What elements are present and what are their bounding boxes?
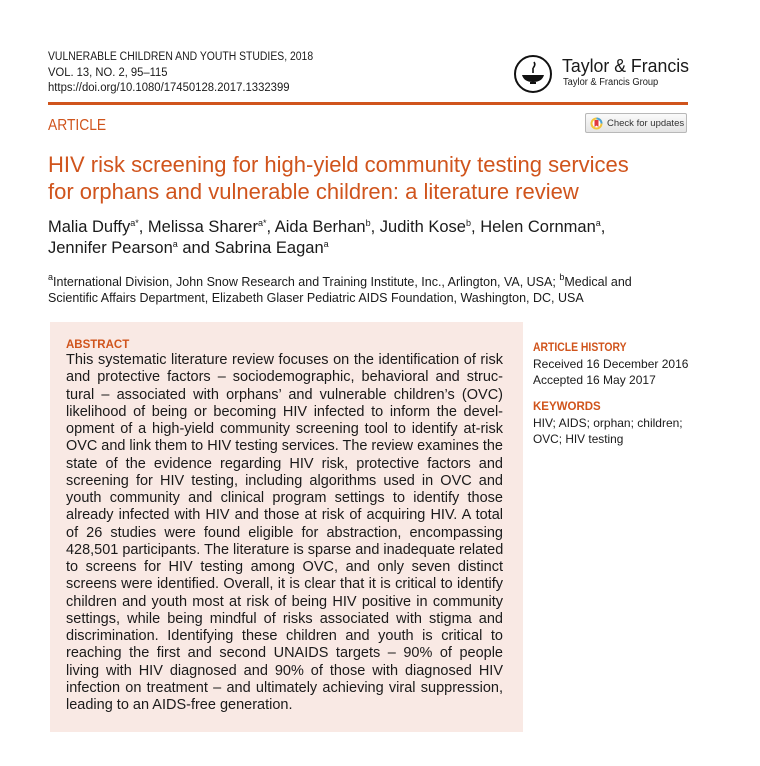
authors-line-1: Malia Duffya*, Melissa Sharera*, Aida Be… (48, 218, 606, 236)
abstract-line: already infected with HIV and those at r… (66, 507, 503, 524)
abstract-line: This systematic literature review focuse… (66, 352, 503, 368)
abstract-line: settings, while being mindful of risks a… (66, 610, 503, 627)
author-affiliation-mark: a* (130, 218, 139, 228)
abstract-line: screens were identified. Overall, it is … (66, 576, 503, 593)
accepted-date: Accepted 16 May 2017 (533, 373, 656, 387)
author-name: Judith Kose (379, 218, 466, 236)
abstract-line: leading to an AIDS-free generation. (66, 697, 293, 713)
author-name: Jennifer Pearson (48, 239, 173, 257)
author-name: Malia Duffy (48, 218, 131, 236)
keywords-heading: KEYWORDS (533, 401, 601, 413)
abstract-line: youth community and clinical program set… (66, 490, 503, 506)
check-for-updates-button[interactable]: Check for updates (585, 113, 687, 133)
author-affiliation-mark: a* (257, 218, 267, 228)
abstract-line: 428,501 participants. The literature is … (66, 541, 504, 558)
article-title-line: for orphans and vulnerable children: a l… (48, 179, 579, 204)
received-date: Received 16 December 2016 (533, 357, 689, 371)
author-affiliation-mark: a (595, 218, 601, 228)
authors-line-2: Jennifer Pearsona and Sabrina Eagana (48, 239, 329, 257)
keywords-line: HIV; AIDS; orphan; children; (533, 416, 683, 430)
article-title-line: HIV risk screening for high-yield commun… (48, 152, 629, 177)
journal-volume: VOL. 13, NO. 2, 95–115 (48, 67, 168, 79)
abstract-line: and protective factors – sociodemographi… (66, 369, 503, 386)
abstract-line: likelihood of being or becoming HIV infe… (66, 403, 503, 420)
abstract-line: discrimination. Identifying these childr… (66, 628, 503, 644)
abstract-line: reaching the first and second UNAIDS tar… (66, 645, 503, 662)
author-name: Sabrina Eagan (214, 239, 324, 257)
abstract-box (50, 322, 523, 732)
doi-link[interactable]: https://doi.org/10.1080/17450128.2017.13… (48, 82, 290, 94)
author-affiliation-mark: a (323, 239, 329, 249)
abstract-line: state of the evidence regarding HIV risk… (66, 455, 503, 472)
article-history-heading: ARTICLE HISTORY (533, 342, 627, 354)
header-rule (48, 102, 688, 105)
check-updates-icon (590, 117, 603, 129)
publisher-group: Taylor & Francis Group (563, 77, 659, 88)
publisher-name: Taylor & Francis (562, 56, 690, 76)
author-name: Helen Cornman (480, 218, 596, 236)
abstract-line: of 26 studies were found eligible for ab… (66, 524, 503, 541)
abstract-line: screening for HIV testing, including alg… (66, 472, 503, 489)
author-name: Aida Berhan (274, 218, 366, 236)
abstract-heading: ABSTRACT (66, 339, 130, 351)
author-affiliation-mark: b (365, 218, 371, 228)
affiliation-line: aInternational Division, John Snow Resea… (48, 272, 632, 290)
abstract-line: children and youth most at risk of being… (66, 593, 503, 610)
author-name: Melissa Sharer (147, 218, 258, 236)
affiliation-line: Scientific Affairs Department, Elizabeth… (48, 291, 584, 305)
author-affiliation-mark: a (172, 239, 178, 249)
journal-name: VULNERABLE CHILDREN AND YOUTH STUDIES, 2… (48, 51, 314, 63)
abstract-line: OVC and link them to HIV testing service… (66, 438, 503, 455)
abstract-line: tural – associated with orphans’ and vul… (66, 386, 503, 403)
keywords-line: OVC; HIV testing (533, 432, 624, 446)
abstract-line: opment of a high-yield community screeni… (66, 421, 503, 437)
abstract-line: living with HIV diagnosed and 90% of tho… (66, 662, 503, 679)
article-type-label: ARTICLE (48, 117, 107, 134)
check-updates-label: Check for updates (607, 117, 685, 129)
abstract-line: to screens for HIV testing among OVC, an… (66, 559, 503, 575)
abstract-line: infection on treatment – and ultimately … (66, 679, 503, 696)
author-affiliation-mark: b (466, 218, 472, 228)
taylor-francis-logo-icon (514, 55, 552, 93)
